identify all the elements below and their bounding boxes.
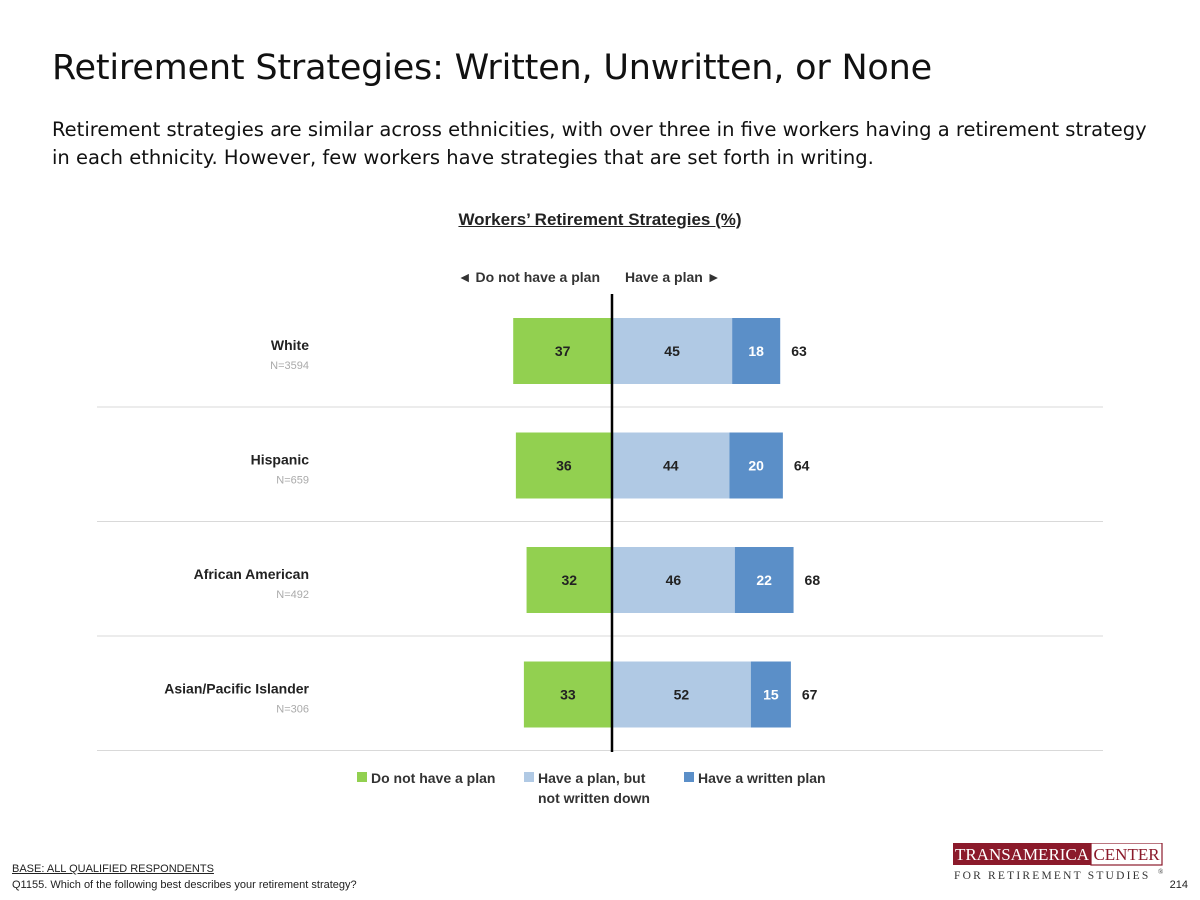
legend-item-written-plan: Have a written plan xyxy=(684,768,826,808)
data-label-written-plan: 18 xyxy=(748,343,764,359)
chart-title: Workers’ Retirement Strategies (%) xyxy=(458,210,742,229)
legend-label: Have a plan, but not written down xyxy=(538,770,650,806)
sample-size-label: N=492 xyxy=(276,589,309,601)
legend-swatch xyxy=(524,772,534,782)
category-label: Asian/Pacific Islander xyxy=(164,681,309,697)
data-label-no-plan: 33 xyxy=(560,687,576,703)
total-have-plan-label: 64 xyxy=(794,458,810,474)
legend-swatch xyxy=(357,772,367,782)
category-label: White xyxy=(271,337,309,353)
legend-item-no-plan: Do not have a plan xyxy=(357,768,524,808)
category-label: Hispanic xyxy=(251,452,310,468)
logo-word-right: CENTER xyxy=(1093,845,1160,864)
sample-size-label: N=3594 xyxy=(270,360,309,372)
data-label-no-plan: 36 xyxy=(556,458,572,474)
page-subtitle: Retirement strategies are similar across… xyxy=(52,118,1147,169)
total-have-plan-label: 63 xyxy=(791,343,807,359)
direction-label-left: ◄ Do not have a plan xyxy=(458,269,600,285)
bar-written-plan xyxy=(732,318,781,384)
bar-unwritten-plan xyxy=(612,547,735,613)
bar-unwritten-plan xyxy=(612,661,751,728)
data-label-no-plan: 37 xyxy=(555,343,571,359)
page-number: 214 xyxy=(1169,879,1188,891)
direction-label-right: Have a plan ► xyxy=(625,269,721,285)
data-label-unwritten-plan: 52 xyxy=(674,687,690,703)
total-have-plan-label: 68 xyxy=(805,572,821,588)
bar-written-plan xyxy=(750,661,791,728)
legend-item-unwritten-plan: Have a plan, but not written down xyxy=(524,768,684,808)
logo-registered-mark: ® xyxy=(1158,868,1164,876)
category-label: African American xyxy=(194,566,309,582)
logo-right-block xyxy=(1090,843,1163,866)
transamerica-center-logo: TRANSAMERICA CENTER FOR RETIREMENT STUDI… xyxy=(953,843,1164,882)
data-label-written-plan: 15 xyxy=(763,687,779,703)
logo-tagline: FOR RETIREMENT STUDIES xyxy=(954,870,1150,882)
legend-label: Have a written plan xyxy=(698,770,826,786)
data-label-written-plan: 20 xyxy=(748,458,764,474)
chart-legend: Do not have a plan Have a plan, but not … xyxy=(357,768,826,808)
bar-unwritten-plan xyxy=(612,432,730,499)
footer-question-note: Q1155. Which of the following best descr… xyxy=(12,879,357,891)
data-label-written-plan: 22 xyxy=(756,572,772,588)
bar-no-plan xyxy=(523,661,612,728)
sample-size-label: N=306 xyxy=(276,704,309,716)
legend-label: Do not have a plan xyxy=(371,770,496,786)
bar-no-plan xyxy=(513,318,612,384)
data-label-no-plan: 32 xyxy=(561,572,577,588)
total-have-plan-label: 67 xyxy=(802,687,818,703)
bar-no-plan xyxy=(515,432,612,499)
page-title: Retirement Strategies: Written, Unwritte… xyxy=(52,48,932,88)
data-label-unwritten-plan: 46 xyxy=(666,572,682,588)
logo-left-block xyxy=(953,843,1091,865)
data-label-unwritten-plan: 44 xyxy=(663,458,679,474)
data-label-unwritten-plan: 45 xyxy=(664,343,680,359)
logo-word-left: TRANSAMERICA xyxy=(955,845,1090,864)
bar-unwritten-plan xyxy=(612,318,733,384)
bar-no-plan xyxy=(526,547,612,613)
sample-size-label: N=659 xyxy=(276,475,309,487)
bar-written-plan xyxy=(729,432,783,499)
footer-base-note: BASE: ALL QUALIFIED RESPONDENTS xyxy=(12,863,214,875)
legend-swatch xyxy=(684,772,694,782)
bar-written-plan xyxy=(734,547,794,613)
